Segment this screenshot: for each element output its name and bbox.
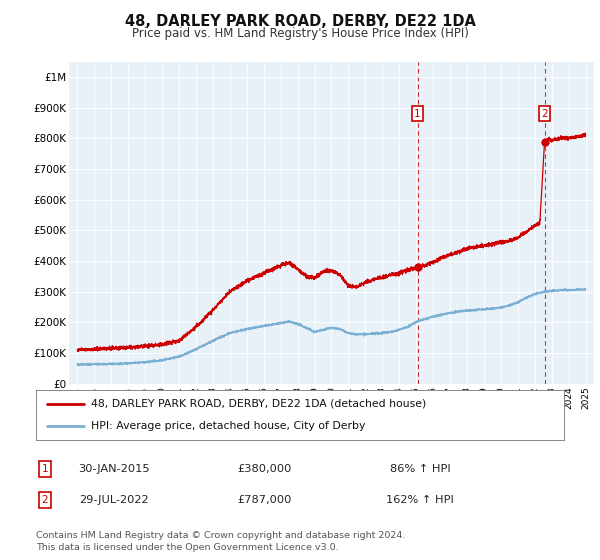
Text: £380,000: £380,000 — [237, 464, 291, 474]
Text: 86% ↑ HPI: 86% ↑ HPI — [389, 464, 451, 474]
Text: 1: 1 — [41, 464, 49, 474]
Text: 48, DARLEY PARK ROAD, DERBY, DE22 1DA (detached house): 48, DARLEY PARK ROAD, DERBY, DE22 1DA (d… — [91, 399, 427, 409]
Text: 48, DARLEY PARK ROAD, DERBY, DE22 1DA: 48, DARLEY PARK ROAD, DERBY, DE22 1DA — [125, 14, 475, 29]
Text: £787,000: £787,000 — [237, 495, 291, 505]
Text: 29-JUL-2022: 29-JUL-2022 — [79, 495, 149, 505]
Text: 162% ↑ HPI: 162% ↑ HPI — [386, 495, 454, 505]
Text: 1: 1 — [414, 109, 421, 119]
Text: Contains HM Land Registry data © Crown copyright and database right 2024.
This d: Contains HM Land Registry data © Crown c… — [36, 531, 406, 552]
Text: 30-JAN-2015: 30-JAN-2015 — [78, 464, 150, 474]
Text: HPI: Average price, detached house, City of Derby: HPI: Average price, detached house, City… — [91, 421, 366, 431]
Text: 2: 2 — [541, 109, 548, 119]
Text: Price paid vs. HM Land Registry's House Price Index (HPI): Price paid vs. HM Land Registry's House … — [131, 27, 469, 40]
Text: 2: 2 — [41, 495, 49, 505]
